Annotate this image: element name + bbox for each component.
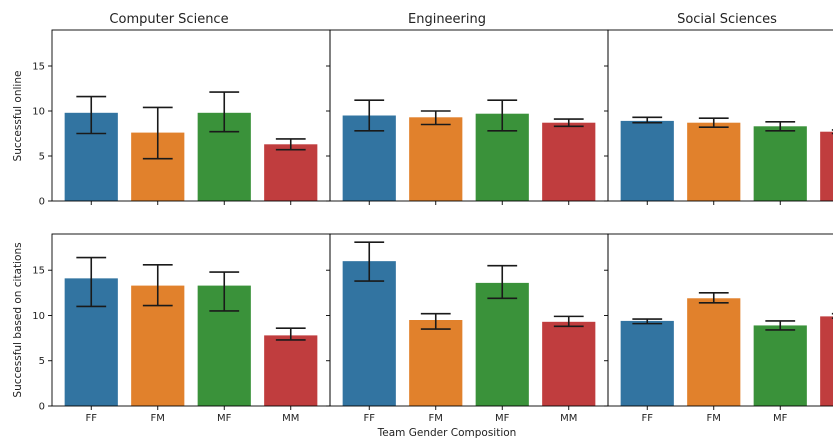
bar-ff (620, 120, 674, 201)
bar-ff (620, 320, 674, 406)
bar-mf (753, 325, 807, 406)
bar-mf (753, 126, 807, 201)
x-tick-label: FF (641, 413, 653, 424)
x-tick-label: FF (363, 413, 375, 424)
col-title-eng: Engineering (408, 12, 486, 27)
y-tick-label: 5 (39, 152, 45, 163)
panel-grid: 051015FFFMMFMM051015FFFMMFMMFFFMMFMM (32, 29, 833, 424)
panel-1-1: FF FM MF MM (326, 233, 609, 424)
y-tick-label: 10 (32, 311, 45, 322)
y-tick-label: 10 (32, 107, 45, 118)
bar-fm (687, 298, 741, 406)
bar-mm (264, 144, 318, 201)
col-title-soc: Social Sciences (677, 12, 777, 27)
ylabel-bottom: Successful based on citations (12, 242, 24, 397)
bar-fm (409, 117, 463, 201)
x-tick-label: MF (495, 413, 510, 424)
x-tick-label: MM (282, 413, 299, 424)
bar-fm (409, 320, 463, 406)
x-tick-label: FM (151, 413, 165, 424)
panel-frame (607, 233, 833, 407)
bar-mm (542, 122, 596, 201)
y-tick-label: 0 (39, 402, 45, 413)
col-title-cs: Computer Science (109, 12, 228, 27)
panel-1-0: FF FM MF MM 0 5 10 15 (32, 233, 331, 424)
x-tick-label: MM (560, 413, 577, 424)
xlabel: Team Gender Composition (377, 427, 517, 439)
bar-mf (475, 282, 529, 406)
panel-0-1 (326, 29, 609, 205)
y-tick-label: 15 (32, 266, 45, 277)
x-tick-label: FM (707, 413, 721, 424)
y-tick-label: 5 (39, 356, 45, 367)
x-tick-label: MF (217, 413, 232, 424)
bar-mm (542, 321, 596, 406)
y-tick-label: 0 (39, 197, 45, 208)
bar-mm (264, 335, 318, 406)
panel-0-0: 0 5 10 15 (32, 29, 331, 208)
panel-0-2 (604, 29, 833, 205)
ylabel-top: Successful online (12, 71, 24, 162)
bar-fm (687, 122, 741, 201)
x-tick-label: FF (85, 413, 97, 424)
bar-mm (820, 316, 833, 406)
x-tick-label: MF (773, 413, 788, 424)
panel-frame (607, 29, 833, 202)
bar-mm (820, 131, 833, 201)
y-tick-label: 15 (32, 62, 45, 73)
bar-ff (342, 261, 396, 406)
x-tick-label: FM (429, 413, 443, 424)
